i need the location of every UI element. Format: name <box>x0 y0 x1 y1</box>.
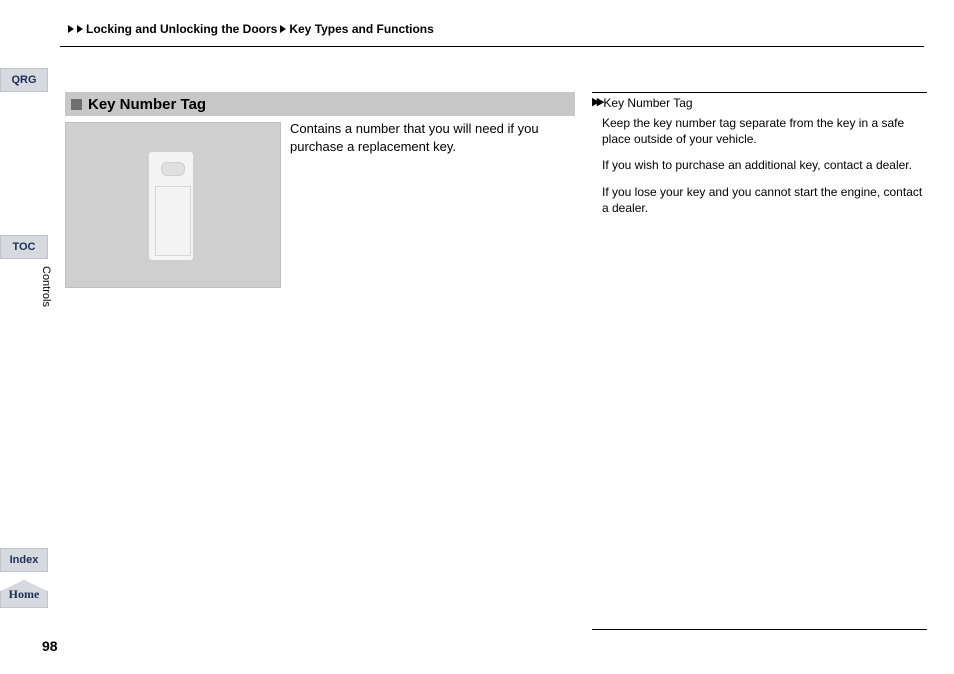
heading-text: Key Number Tag <box>88 96 206 113</box>
side-note-title-text: Key Number Tag <box>603 96 692 110</box>
section-heading: Key Number Tag <box>65 92 575 116</box>
chevron-right-icon <box>77 25 83 33</box>
side-note-p1: Keep the key number tag separate from th… <box>602 115 923 147</box>
chevron-right-icon <box>68 25 74 33</box>
double-chevron-icon: ▶▶ <box>592 98 601 109</box>
bookmark-home[interactable]: Home <box>0 580 48 608</box>
bookmark-toc[interactable]: TOC <box>0 235 48 259</box>
side-note-body: Keep the key number tag separate from th… <box>592 111 927 216</box>
bookmark-qrg[interactable]: QRG <box>0 68 48 92</box>
square-bullet-icon <box>71 99 82 110</box>
horizontal-rule <box>60 46 924 47</box>
section-label: Controls <box>36 266 52 326</box>
chevron-right-icon <box>280 25 286 33</box>
breadcrumb-level-2[interactable]: Key Types and Functions <box>289 22 433 36</box>
key-tag-figure <box>65 122 281 288</box>
side-note: ▶▶ Key Number Tag Keep the key number ta… <box>592 92 927 630</box>
side-note-p2: If you wish to purchase an additional ke… <box>602 157 923 173</box>
page-number: 98 <box>42 638 58 654</box>
page: Locking and Unlocking the Doors Key Type… <box>0 0 954 674</box>
key-tag-icon <box>148 151 194 261</box>
breadcrumb: Locking and Unlocking the Doors Key Type… <box>68 22 434 36</box>
side-note-title: ▶▶ Key Number Tag <box>592 96 927 111</box>
bookmark-index[interactable]: Index <box>0 548 48 572</box>
description-text: Contains a number that you will need if … <box>290 120 570 155</box>
side-note-p3: If you lose your key and you cannot star… <box>602 184 923 216</box>
breadcrumb-level-1[interactable]: Locking and Unlocking the Doors <box>86 22 277 36</box>
